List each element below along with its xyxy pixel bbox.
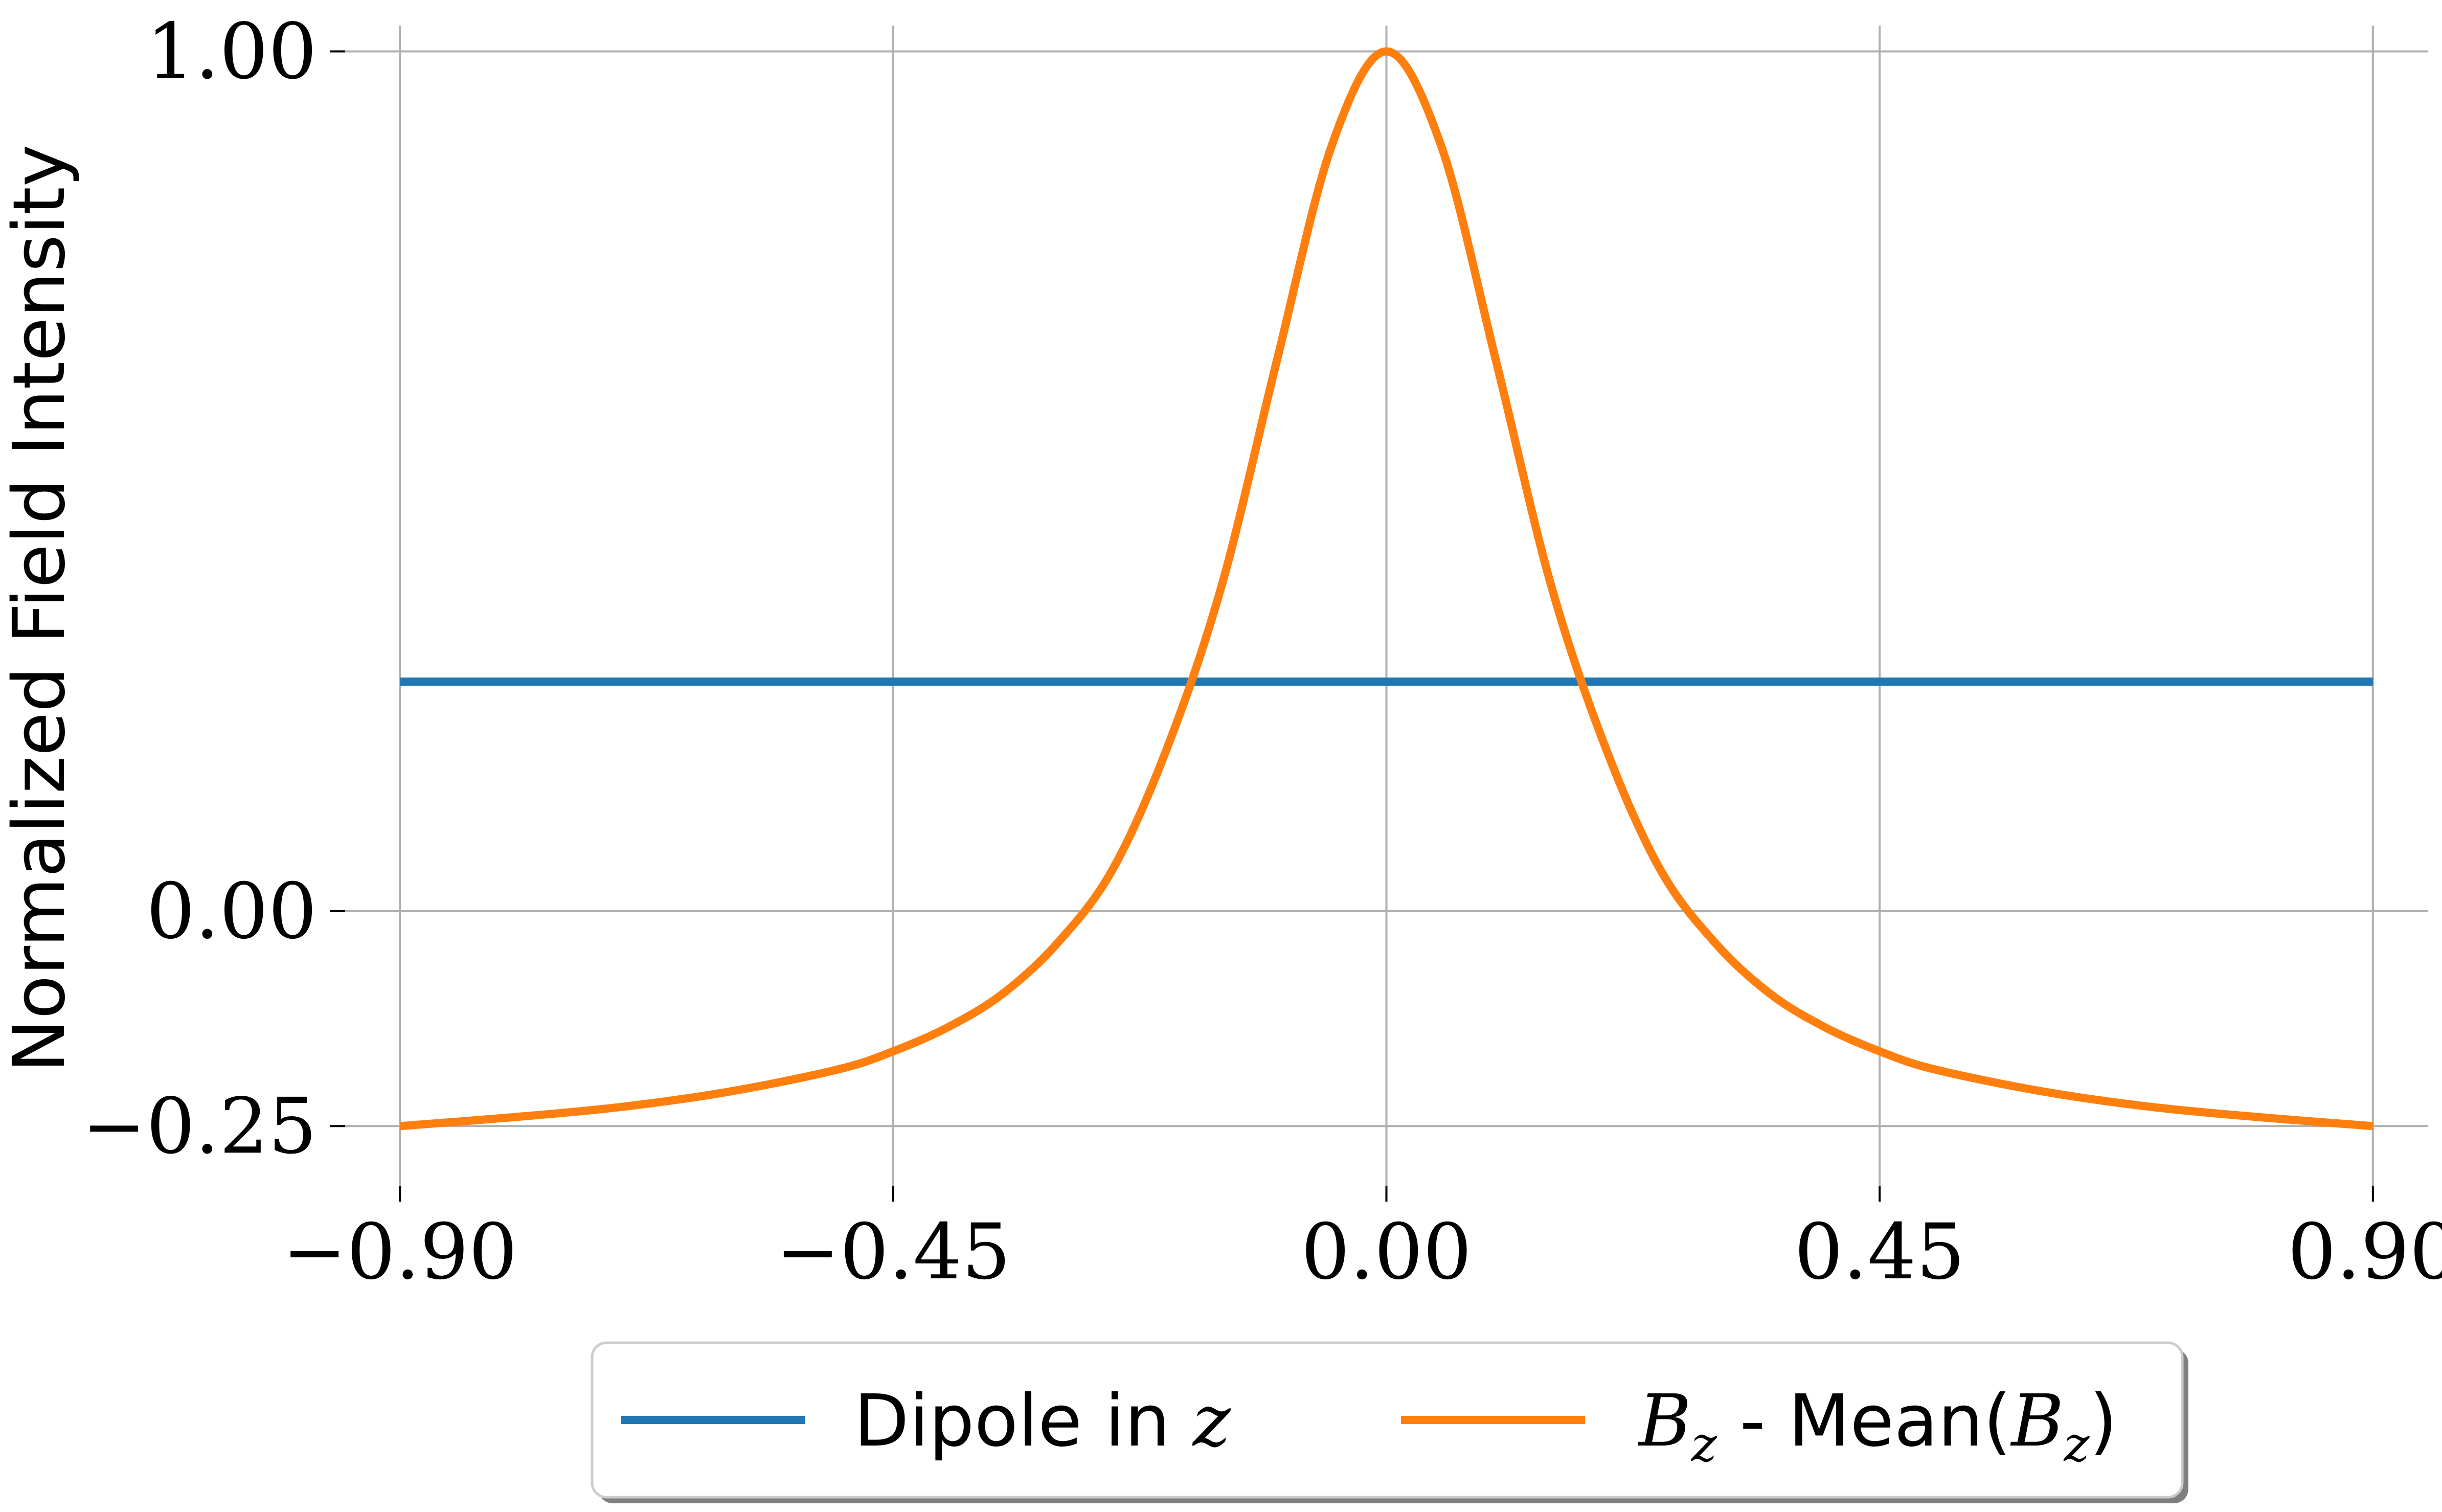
- y-tick-label: 1.00: [146, 7, 317, 96]
- series-layer: [399, 47, 2373, 1131]
- y-tick-label: 0.00: [146, 867, 317, 956]
- x-tick-label: −0.90: [282, 1208, 517, 1297]
- x-tick-label: 0.90: [2288, 1208, 2442, 1297]
- legend-entries: Dipole in z Bz - Mean(Bz): [621, 1380, 2117, 1473]
- x-tick-label: 0.00: [1301, 1208, 1472, 1297]
- legend-frame: [591, 1341, 2184, 1499]
- legend-label-1: Dipole in z: [854, 1380, 1231, 1463]
- series-line-2: [399, 47, 2373, 1131]
- legend: Dipole in z Bz - Mean(Bz): [591, 1341, 2188, 1503]
- x-tick-label: −0.45: [776, 1208, 1011, 1297]
- y-tick-label: −0.25: [82, 1082, 317, 1171]
- y-axis-title: Normalized Field Intensity: [0, 144, 81, 1072]
- axis-layer: −0.90 −0.45 0.00 0.45 0.90 −0.25 0.00 1.00: [82, 7, 2442, 1297]
- grid-layer: [345, 26, 2428, 1186]
- x-tick-label: 0.45: [1794, 1208, 1965, 1297]
- legend-label-2: Bz - Mean(Bz): [1637, 1380, 2117, 1473]
